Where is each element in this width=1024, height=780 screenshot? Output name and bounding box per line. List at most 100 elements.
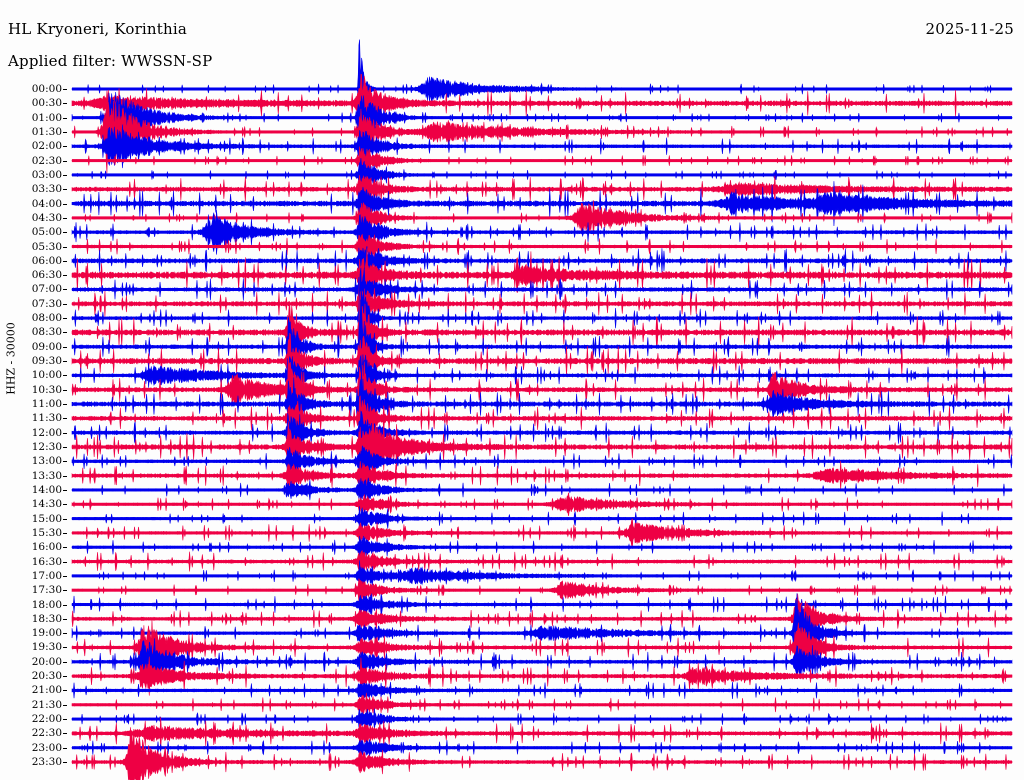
time-label: 14:30 [31, 498, 62, 511]
time-tick [63, 175, 67, 176]
time-tick [63, 590, 67, 591]
time-label: 06:30 [31, 269, 62, 282]
time-tick [63, 647, 67, 648]
time-label: 08:30 [31, 326, 62, 339]
trace-baseline [72, 173, 1012, 177]
time-tick [63, 748, 67, 749]
trace-baseline [72, 645, 1012, 649]
trace-baseline [72, 459, 1012, 463]
time-label: 20:30 [31, 670, 62, 683]
trace-baseline [72, 531, 1012, 535]
time-label: 23:00 [31, 741, 62, 754]
trace-baseline [72, 159, 1012, 163]
time-tick [63, 404, 67, 405]
trace-baseline [72, 287, 1012, 291]
time-tick [63, 547, 67, 548]
trace-baseline [72, 359, 1012, 363]
time-label: 05:00 [31, 226, 62, 239]
trace-baseline [72, 674, 1012, 678]
trace-baseline [72, 746, 1012, 750]
time-label: 08:00 [31, 312, 62, 325]
time-label: 19:30 [31, 641, 62, 654]
time-tick [63, 390, 67, 391]
time-label: 20:00 [31, 655, 62, 668]
time-tick [63, 719, 67, 720]
trace-baseline [72, 717, 1012, 721]
trace-baseline [72, 273, 1012, 277]
time-label: 16:00 [31, 541, 62, 554]
time-label: 00:30 [31, 97, 62, 110]
time-label: 01:00 [31, 111, 62, 124]
time-tick [63, 347, 67, 348]
trace-baseline [72, 517, 1012, 521]
time-tick [63, 304, 67, 305]
time-tick [63, 476, 67, 477]
trace-baseline [72, 588, 1012, 592]
time-tick [63, 619, 67, 620]
time-label: 00:00 [31, 83, 62, 95]
time-axis-labels: 00:00 00:30 01:00 01:30 02:00 02:30 03:00 03:30… [0, 0, 62, 780]
trace-baseline [72, 617, 1012, 621]
trace-baseline [72, 302, 1012, 306]
trace-baseline [72, 688, 1012, 692]
time-tick [63, 433, 67, 434]
time-label: 17:00 [31, 569, 62, 582]
trace-baseline [72, 574, 1012, 578]
time-tick [63, 504, 67, 505]
time-label: 07:30 [31, 297, 62, 310]
trace-baseline [72, 373, 1012, 377]
time-label: 02:00 [31, 140, 62, 153]
trace-baseline [72, 402, 1012, 406]
time-tick [63, 118, 67, 119]
trace-baseline [72, 388, 1012, 392]
time-tick [63, 605, 67, 606]
trace-baseline [72, 560, 1012, 564]
time-label: 13:30 [31, 469, 62, 482]
trace-baseline [72, 245, 1012, 249]
time-tick [63, 562, 67, 563]
time-label: 03:00 [31, 168, 62, 181]
time-label: 11:30 [31, 412, 62, 425]
time-label: 14:00 [31, 483, 62, 496]
trace-baseline [72, 87, 1012, 91]
time-label: 18:00 [31, 598, 62, 611]
time-label: 12:00 [31, 426, 62, 439]
time-label: 10:30 [31, 383, 62, 396]
time-label: 15:00 [31, 512, 62, 525]
date-label: 2025-11-25 [925, 20, 1014, 38]
page-title: HL Kryoneri, Korinthia [8, 20, 188, 38]
time-tick [63, 461, 67, 462]
time-label: 11:00 [31, 398, 62, 411]
time-tick [63, 161, 67, 162]
time-label: 07:00 [31, 283, 62, 296]
time-tick [63, 418, 67, 419]
time-tick [63, 103, 67, 104]
time-label: 16:30 [31, 555, 62, 568]
trace-baseline [72, 202, 1012, 206]
time-label: 21:00 [31, 684, 62, 697]
time-tick [63, 705, 67, 706]
time-tick [63, 490, 67, 491]
filter-label: Applied filter: WWSSN-SP [8, 52, 213, 70]
trace-baseline [72, 187, 1012, 191]
trace-baseline [72, 703, 1012, 707]
time-label: 04:30 [31, 211, 62, 224]
time-label: 09:30 [31, 355, 62, 368]
trace-baseline [72, 445, 1012, 449]
time-label: 22:30 [31, 727, 62, 740]
trace-baseline [72, 488, 1012, 492]
trace-baseline [72, 345, 1012, 349]
time-label: 06:00 [31, 254, 62, 267]
time-tick [63, 261, 67, 262]
trace-baseline [72, 130, 1012, 134]
time-label: 13:00 [31, 455, 62, 468]
trace-baseline [72, 545, 1012, 549]
time-tick [63, 576, 67, 577]
time-label: 15:30 [31, 526, 62, 539]
time-tick [63, 318, 67, 319]
time-tick [63, 662, 67, 663]
trace-baseline [72, 101, 1012, 105]
